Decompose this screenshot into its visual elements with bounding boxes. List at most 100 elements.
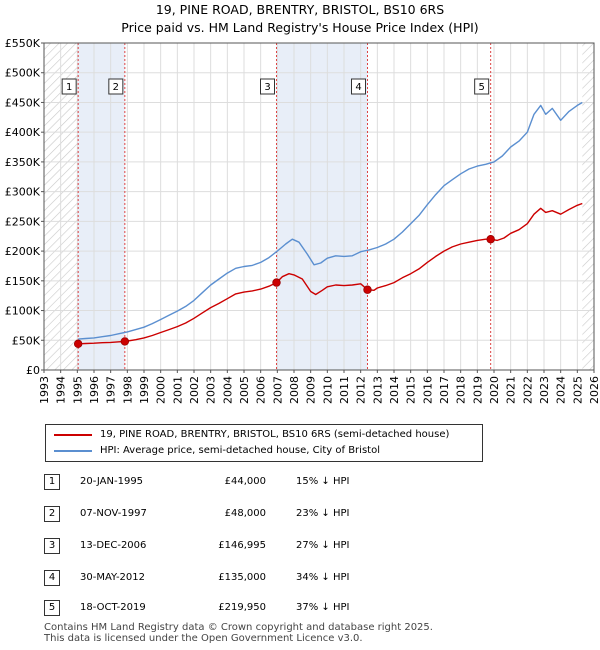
sale-number-badge: 3 [44, 538, 60, 554]
sale-label-number: 3 [264, 82, 270, 93]
price-chart: 1 2 3 4 5 £0 £50K £100K £150K £200K £250K £300K £35… [5, 37, 600, 404]
sale-label-box [474, 78, 490, 95]
y-tick-label: £100K [5, 305, 41, 318]
y-tick-label: £500K [5, 67, 41, 80]
x-tick-label: 2010 [321, 376, 334, 404]
y-tick-label: £300K [5, 186, 41, 199]
sale-hpi-diff: 27% ↓ HPI [296, 540, 350, 551]
x-tick-label: 2000 [155, 376, 168, 404]
table-row: 5 18-OCT-2019 £219,950 37% ↓ HPI [44, 600, 564, 620]
x-tick-label: 2016 [421, 376, 434, 404]
sale-date: 13-DEC-2006 [80, 540, 147, 551]
legend-label-hpi: HPI: Average price, semi-detached house,… [100, 445, 380, 456]
legend-label-price: 19, PINE ROAD, BRENTRY, BRISTOL, BS10 6R… [100, 429, 450, 440]
hatched-region-after [582, 43, 594, 370]
shaded-ownership-span [276, 43, 368, 370]
x-tick-label: 2003 [205, 376, 218, 404]
footer-attribution: Contains HM Land Registry data © Crown c… [44, 622, 433, 644]
sale-hpi-diff: 15% ↓ HPI [296, 476, 350, 487]
sale-label-number: 4 [355, 82, 361, 93]
x-tick-label: 1994 [55, 376, 68, 404]
table-row: 4 30-MAY-2012 £135,000 34% ↓ HPI [44, 570, 564, 590]
x-tick-label: 2004 [221, 376, 234, 404]
table-row: 2 07-NOV-1997 £48,000 23% ↓ HPI [44, 506, 564, 526]
x-tick-label: 1993 [38, 376, 51, 404]
legend-swatch-price [54, 434, 92, 436]
x-tick-label: 2025 [571, 376, 584, 404]
x-tick-label: 2002 [188, 376, 201, 404]
x-tick-label: 2024 [555, 376, 568, 404]
y-tick-label: £250K [5, 215, 41, 228]
y-tick-label: £200K [5, 245, 41, 258]
y-tick-label: £400K [5, 126, 41, 139]
sale-label-box [260, 78, 275, 95]
hpi-line [78, 101, 583, 340]
price-paid-line [78, 202, 583, 345]
x-tick-label: 1998 [121, 376, 134, 404]
y-tick-label: £50K [12, 334, 41, 347]
x-tick-label: 2006 [255, 376, 268, 404]
y-tick-label: £450K [5, 96, 41, 109]
y-tick-label: £350K [5, 156, 41, 169]
sale-hpi-diff: 34% ↓ HPI [296, 572, 350, 583]
x-tick-label: 1999 [138, 376, 151, 404]
sale-point [73, 339, 83, 349]
footer-line-1: Contains HM Land Registry data © Crown c… [44, 622, 433, 633]
x-tick-label: 2018 [455, 376, 468, 404]
x-tick-label: 2026 [588, 376, 600, 404]
shaded-ownership-span [78, 43, 125, 370]
x-tick-label: 2008 [288, 376, 301, 404]
x-tick-label: 2013 [371, 376, 384, 404]
sale-date: 18-OCT-2019 [80, 602, 146, 613]
sale-price: £146,995 [218, 540, 266, 551]
x-tick-label: 2019 [471, 376, 484, 404]
plot-frame [43, 42, 595, 371]
sale-label-number: 1 [66, 82, 72, 93]
y-tick-label: £550K [5, 37, 41, 50]
sale-hpi-diff: 23% ↓ HPI [296, 508, 350, 519]
chart-title: 19, PINE ROAD, BRENTRY, BRISTOL, BS10 6R… [155, 2, 445, 17]
chart-subtitle: Price paid vs. HM Land Registry's House … [121, 20, 479, 35]
sale-price: £44,000 [224, 476, 266, 487]
sale-number-badge: 1 [44, 474, 60, 490]
x-tick-label: 2001 [171, 376, 184, 404]
sale-price: £219,950 [218, 602, 266, 613]
y-tick-label: £0 [26, 364, 40, 377]
table-row: 1 20-JAN-1995 £44,000 15% ↓ HPI [44, 474, 564, 494]
x-tick-label: 2012 [355, 376, 368, 404]
x-tick-label: 2007 [271, 376, 284, 404]
sale-point [120, 337, 130, 346]
x-tick-label: 2020 [488, 376, 501, 404]
sale-point [486, 235, 495, 244]
sale-price: £48,000 [224, 508, 266, 519]
x-tick-label: 1996 [88, 376, 101, 404]
sale-number-badge: 5 [44, 600, 60, 616]
sale-label-number: 2 [113, 82, 119, 93]
x-tick-label: 2014 [388, 376, 401, 404]
legend: 19, PINE ROAD, BRENTRY, BRISTOL, BS10 6R… [45, 424, 483, 462]
x-tick-label: 2023 [538, 376, 551, 404]
x-tick-label: 2011 [338, 376, 351, 404]
sale-number-badge: 2 [44, 506, 60, 522]
x-tick-label: 2015 [405, 376, 418, 404]
sale-date: 30-MAY-2012 [80, 572, 146, 583]
sale-number-badge: 4 [44, 570, 60, 586]
sale-price: £135,000 [218, 572, 266, 583]
sale-label-box [108, 78, 124, 95]
x-tick-label: 2017 [438, 376, 451, 404]
y-tick-label: £150K [5, 275, 41, 288]
sale-point [363, 285, 372, 294]
x-tick-label: 2021 [505, 376, 518, 404]
x-tick-label: 1997 [105, 376, 118, 404]
sale-date: 07-NOV-1997 [80, 508, 147, 519]
x-tick-label: 2009 [305, 376, 318, 404]
table-row: 3 13-DEC-2006 £146,995 27% ↓ HPI [44, 538, 564, 558]
x-tick-label: 2005 [238, 376, 251, 404]
sale-label-number: 5 [478, 82, 484, 93]
x-tick-label: 1995 [71, 376, 84, 404]
sale-date: 20-JAN-1995 [80, 476, 144, 487]
sale-label-box [351, 78, 366, 95]
sale-hpi-diff: 37% ↓ HPI [296, 602, 350, 613]
legend-swatch-hpi [54, 450, 92, 452]
sale-label-box [61, 78, 77, 95]
